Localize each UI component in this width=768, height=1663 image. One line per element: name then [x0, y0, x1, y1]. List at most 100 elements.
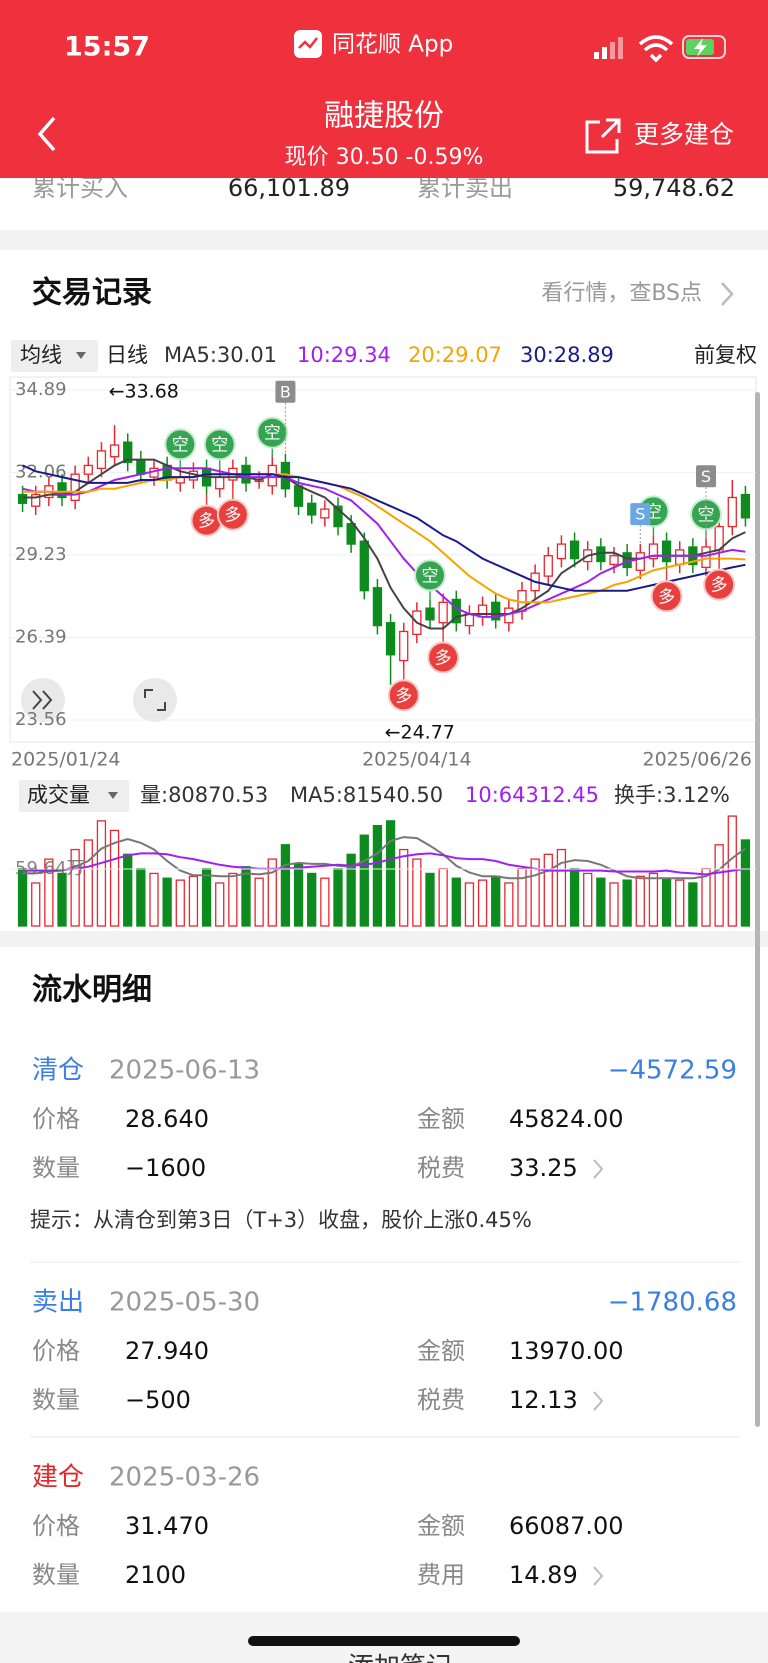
fullscreen-button[interactable] — [133, 678, 177, 722]
volume-bar — [201, 868, 212, 927]
field-value: 33.25 — [509, 1154, 578, 1182]
volume-bar — [661, 877, 672, 927]
volume-bar — [740, 839, 751, 927]
ma-line — [22, 467, 746, 618]
chevron — [593, 1391, 604, 1411]
indicator-select[interactable] — [11, 340, 98, 372]
volume-bar — [425, 872, 435, 927]
volume-bar — [346, 853, 356, 927]
volume-bar — [175, 879, 185, 927]
volume-bar — [569, 868, 580, 927]
field-value: −1600 — [125, 1154, 206, 1182]
ma-line — [22, 473, 746, 604]
ma-line — [22, 464, 746, 592]
volume-bar — [648, 872, 659, 927]
trade-marker — [696, 465, 716, 488]
marker-long — [387, 679, 420, 712]
field-value: 14.89 — [509, 1561, 578, 1589]
volume-bar — [70, 848, 80, 927]
scrollbar — [755, 392, 760, 1427]
field-label: 数量 — [32, 1154, 80, 1182]
trade-marker — [275, 380, 296, 403]
marker-label: 多 — [435, 648, 452, 668]
marker-label: 空 — [264, 424, 281, 444]
volume-ma-line — [22, 836, 746, 880]
record-date: 2025-05-30 — [109, 1288, 260, 1318]
header-subtitle: 现价 30.50 -0.59% — [285, 145, 484, 170]
volume-bar — [136, 868, 146, 927]
field-label: 费用 — [417, 1561, 465, 1589]
field-label: 价格 — [32, 1512, 80, 1540]
expand-icon — [32, 690, 53, 710]
marker-label: 空 — [172, 435, 189, 455]
trade-marker — [630, 503, 651, 526]
volume-bar — [491, 875, 501, 927]
signal-bar — [610, 42, 615, 59]
volume-bar — [596, 877, 606, 927]
app-icon-mark — [298, 37, 318, 49]
candle-body — [661, 540, 672, 563]
summary-value: 59,748.62 — [613, 174, 735, 202]
x-tick-label: 2025/06/26 — [642, 749, 752, 771]
volume-bar — [162, 877, 172, 927]
field-label: 价格 — [32, 1105, 80, 1133]
volume-ma-line — [22, 852, 746, 876]
y-tick-label: 29.23 — [15, 544, 67, 565]
volume-bar — [543, 853, 553, 927]
content: 累计买入 66,101.89 累计卖出 59,748.62 交易记录 看行情，查… — [0, 174, 768, 1663]
status-time: 15:57 — [64, 32, 150, 63]
marker-empty — [256, 416, 289, 449]
ma-label: 30:28.89 — [520, 343, 614, 367]
candle-body — [215, 476, 225, 490]
ma-label: 10:29.34 — [297, 343, 391, 367]
wifi — [638, 35, 674, 63]
candle-body — [556, 543, 567, 560]
share-icon[interactable] — [585, 118, 621, 154]
volume-bar — [622, 879, 632, 927]
record-type: 建仓 — [32, 1463, 84, 1493]
field-value: 28.640 — [125, 1105, 209, 1133]
signal-bar — [594, 52, 599, 59]
marker-label: 空 — [422, 566, 439, 586]
volume-bar — [438, 868, 448, 927]
field-value: 13970.00 — [509, 1337, 624, 1365]
volume-bar — [83, 839, 93, 927]
dropdown-arrow — [108, 792, 118, 799]
field-value: 12.13 — [509, 1386, 578, 1414]
volume-bar — [714, 844, 724, 927]
footer-action[interactable]: 添加笔记 — [348, 1653, 452, 1663]
candle-body — [136, 458, 146, 475]
candle-body — [109, 444, 120, 458]
marker-label: 空 — [211, 435, 228, 455]
record-hint: 提示：从清仓到第3日（T+3）收盘，股价上涨0.45% — [30, 1208, 532, 1232]
candle-body — [477, 604, 488, 618]
marker-empty — [414, 559, 446, 592]
candle-body — [648, 543, 659, 560]
field-value: 2100 — [125, 1561, 186, 1589]
volume-indicator: 成交量 — [27, 783, 90, 807]
candle-body — [399, 630, 409, 662]
section-title: 交易记录 — [32, 276, 152, 311]
marker-label: 多 — [395, 686, 412, 706]
expand-button[interactable] — [21, 678, 65, 722]
marker-label: 多 — [658, 587, 675, 607]
volume-bar — [477, 879, 488, 927]
ma-label: 20:29.07 — [408, 343, 502, 367]
marker-label: 多 — [224, 506, 241, 526]
field-value: −500 — [125, 1386, 191, 1414]
section-link[interactable]: 看行情，查BS点 — [541, 281, 702, 306]
candle-body — [359, 540, 369, 592]
volume-select[interactable] — [19, 780, 129, 812]
volume-bar — [530, 858, 540, 927]
candle-body — [675, 549, 685, 566]
volume-bar — [609, 882, 619, 927]
candle-body — [609, 555, 619, 566]
chevron — [593, 1566, 604, 1586]
volume-bar — [188, 875, 199, 927]
header-action[interactable]: 更多建仓 — [634, 120, 734, 149]
volume-bar — [44, 858, 54, 927]
marker-label: B — [280, 382, 291, 401]
back-button[interactable] — [37, 116, 56, 152]
